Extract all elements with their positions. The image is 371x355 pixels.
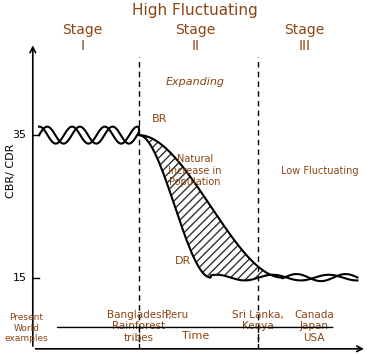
Text: High Fluctuating: High Fluctuating (132, 2, 258, 18)
Text: DR: DR (174, 256, 191, 266)
Text: 15: 15 (13, 273, 27, 283)
Text: Bangladesh,
Rainforest
tribes: Bangladesh, Rainforest tribes (106, 310, 171, 343)
Text: CBR/ CDR: CBR/ CDR (6, 143, 16, 198)
Text: Present
World
examples: Present World examples (5, 313, 49, 343)
Text: Stage
I: Stage I (63, 23, 103, 53)
Text: Low Fluctuating: Low Fluctuating (281, 166, 359, 176)
Text: 35: 35 (13, 130, 27, 140)
Text: Natural
Increase in
Population: Natural Increase in Population (168, 154, 222, 187)
Text: BR: BR (151, 114, 167, 125)
Text: Sri Lanka,
Kenya: Sri Lanka, Kenya (232, 310, 283, 331)
Text: Expanding: Expanding (165, 77, 224, 87)
Text: Stage
II: Stage II (175, 23, 215, 53)
Text: Time: Time (181, 331, 209, 341)
Text: Canada
Japan
USA: Canada Japan USA (294, 310, 334, 343)
Text: Peru: Peru (165, 310, 188, 320)
Text: Stage
III: Stage III (284, 23, 325, 53)
